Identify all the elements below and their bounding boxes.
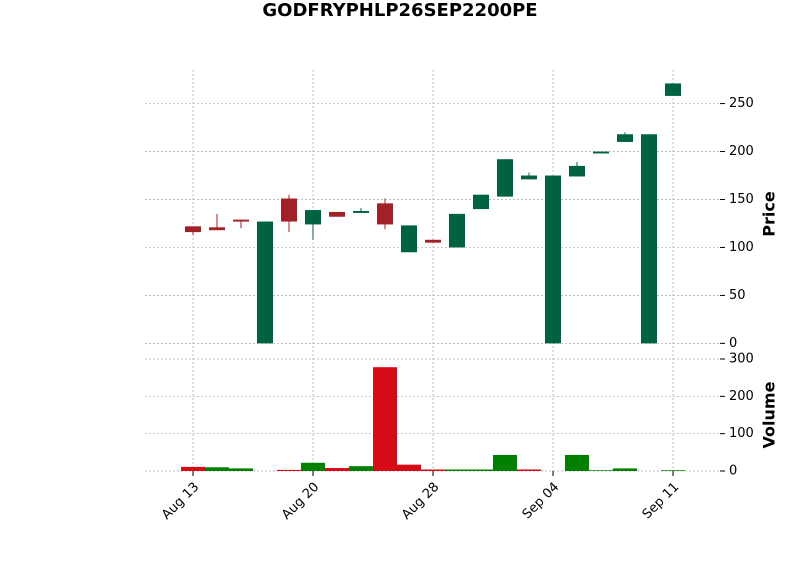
chart-title: GODFRYPHLP26SEP2200PE [262, 0, 537, 21]
x-tick-label: Aug 20 [279, 480, 322, 523]
x-tick-label: Sep 11 [640, 480, 683, 523]
volume-bar [421, 469, 445, 471]
x-tick-label: Sep 04 [520, 480, 563, 523]
candle-body [281, 198, 297, 222]
volume-bar [565, 454, 589, 471]
candle-body [545, 175, 561, 344]
y-tick-label: 250 [729, 96, 754, 111]
candle-body [185, 226, 201, 233]
y-tick-label: 200 [729, 144, 754, 159]
volume-bar [397, 464, 421, 471]
y-tick-label: 0 [729, 336, 737, 351]
x-tick-label: Aug 28 [399, 480, 442, 523]
candle-body [593, 151, 609, 154]
y-tick-label: 100 [729, 240, 754, 255]
candle-body [641, 134, 657, 344]
volume-bar [277, 469, 301, 471]
volume-bar [661, 470, 685, 471]
candle-body [329, 211, 345, 217]
volume-bar [229, 468, 253, 471]
volume-bar [469, 469, 493, 471]
candle-body [449, 213, 465, 248]
y-tick-label: 150 [729, 192, 754, 207]
y2-axis-label: Volume [760, 381, 779, 448]
volume-bar [589, 470, 613, 471]
volume-bar [325, 468, 349, 471]
candle-body [209, 227, 225, 231]
volume-bar [181, 466, 205, 471]
volume-bar [373, 367, 397, 471]
candle-body [497, 159, 513, 197]
candle-body [569, 165, 585, 177]
candle-body [305, 210, 321, 225]
volume-bar [493, 454, 517, 471]
volume-bar [349, 466, 373, 471]
candle-body [665, 83, 681, 96]
y-tick-label: 50 [729, 288, 746, 303]
y2-tick-label: 100 [729, 426, 754, 441]
candle-body [473, 194, 489, 210]
volume-bar [613, 468, 637, 471]
candle-body [233, 219, 249, 222]
volume-bar [301, 462, 325, 471]
candle-body [257, 221, 273, 344]
candle-body [617, 134, 633, 142]
y2-tick-label: 0 [729, 464, 737, 479]
candle-body [377, 203, 393, 225]
y2-tick-label: 200 [729, 389, 754, 404]
volume-bar [517, 469, 541, 471]
volume-bar [205, 467, 229, 471]
candle-body [401, 225, 417, 253]
candle-body [425, 239, 441, 243]
x-tick-label: Aug 13 [159, 480, 202, 523]
y2-tick-label: 300 [729, 352, 754, 367]
candle-body [353, 211, 369, 213]
y-axis-label: Price [760, 191, 779, 237]
candle-body [521, 175, 537, 180]
volume-bar [445, 469, 469, 471]
